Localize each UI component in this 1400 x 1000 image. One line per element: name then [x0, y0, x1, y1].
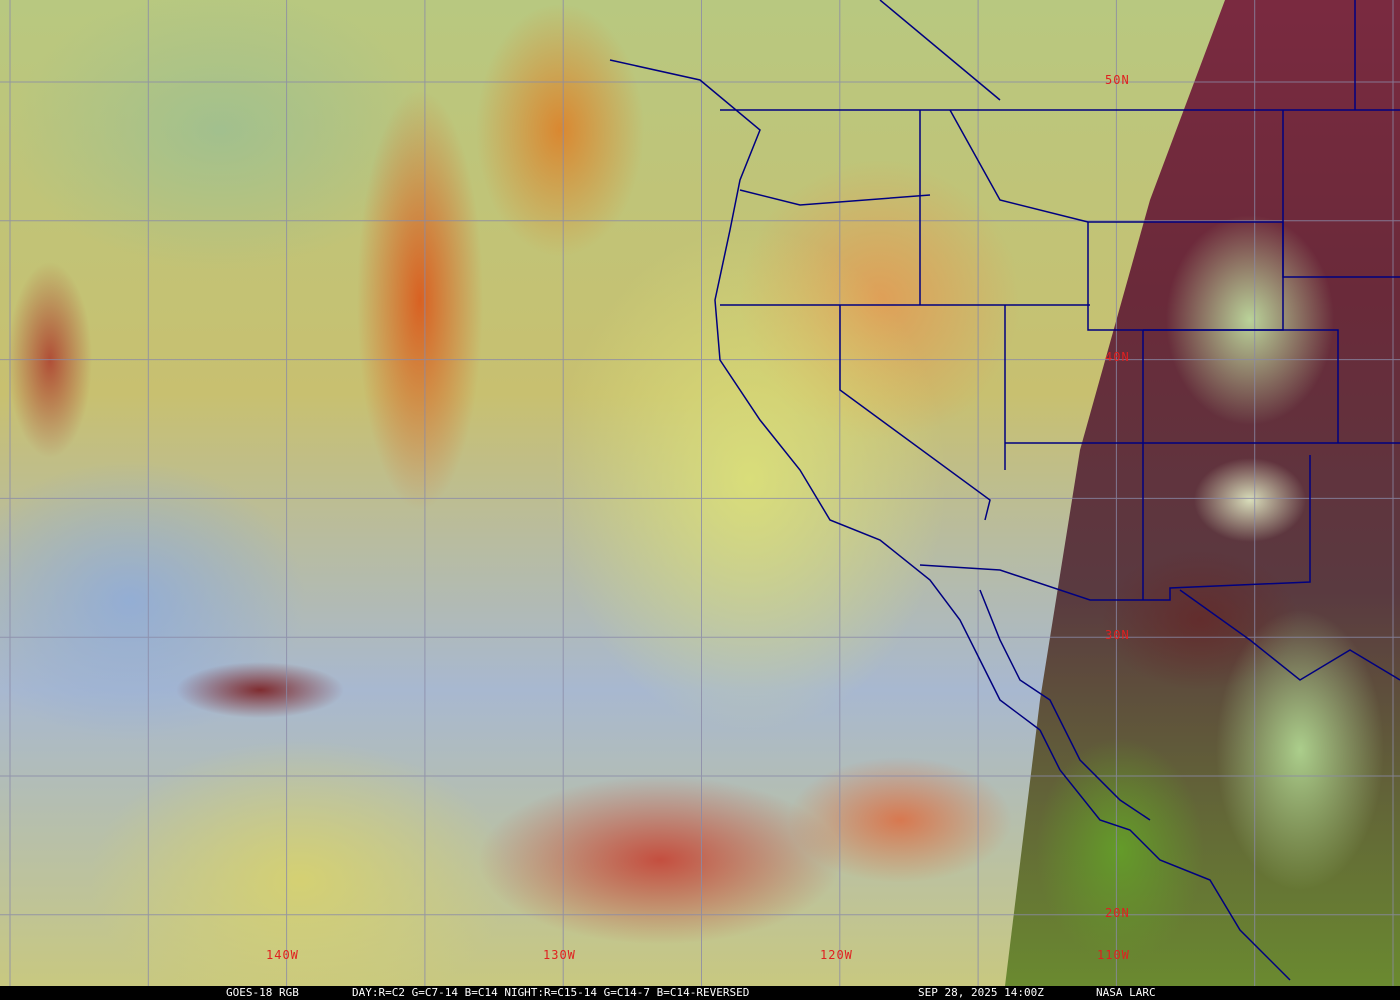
- wyoming-border: [1087, 221, 1284, 331]
- caption-bar: GOES-18 RGB DAY:R=C2 G=C7-14 B=C14 NIGHT…: [0, 986, 1400, 1000]
- lon-label-140w: 140W: [266, 948, 299, 962]
- lon-label-120w: 120W: [820, 948, 853, 962]
- baja-coastline: [1039, 729, 1291, 981]
- lat-label-50n: 50N: [1105, 73, 1130, 87]
- lat-label-40n: 40N: [1105, 350, 1130, 364]
- lon-label-130w: 130W: [543, 948, 576, 962]
- caption-source: NASA LARC: [1096, 986, 1156, 999]
- us-mexico-border: [919, 455, 1311, 601]
- colorado-border: [1143, 329, 1339, 443]
- nevada-california-border: [839, 305, 991, 521]
- coastline-and-borders: [609, 0, 1400, 981]
- caption-timestamp: SEP 28, 2025 14:00Z: [918, 986, 1044, 999]
- lon-label-110w: 110W: [1097, 948, 1130, 962]
- mexico-coast: [1179, 589, 1400, 681]
- west-coastline: [609, 59, 1041, 731]
- montana-border: [949, 109, 1089, 223]
- gulf-of-california: [979, 589, 1151, 821]
- lat-label-30n: 30N: [1105, 628, 1130, 642]
- caption-satellite: GOES-18 RGB: [226, 986, 299, 999]
- lat-label-20n: 20N: [1105, 906, 1130, 920]
- dakota-border: [1282, 110, 1400, 278]
- caption-recipe: DAY:R=C2 G=C7-14 B=C14 NIGHT:R=C15-14 G=…: [352, 986, 750, 999]
- washington-oregon-border: [739, 189, 931, 206]
- canada-province-border: [879, 0, 1001, 101]
